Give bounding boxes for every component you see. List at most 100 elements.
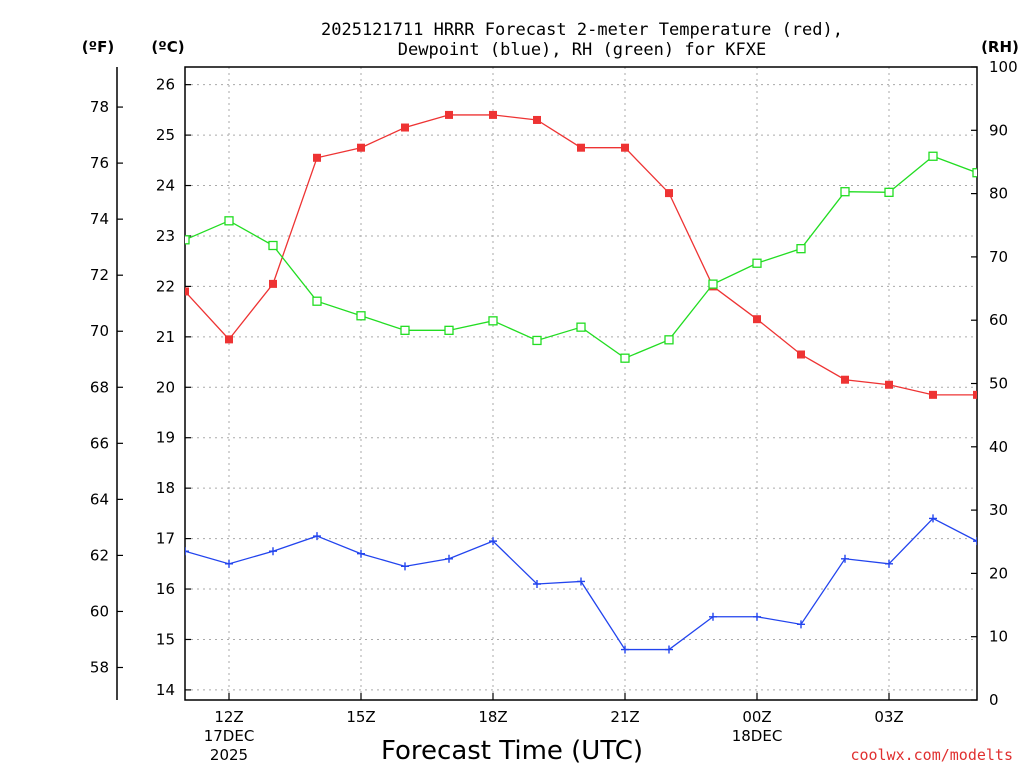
- x-tick-label: 00Z: [742, 708, 771, 726]
- rh-point: [928, 151, 938, 161]
- celsius-tick-label: 19: [156, 429, 175, 447]
- temperature-point: [269, 279, 277, 288]
- series-rh: [185, 151, 977, 363]
- celsius-tick-label: 21: [156, 328, 175, 346]
- temperature-point: [357, 143, 365, 152]
- rh-point: [708, 279, 718, 289]
- rh-point: [268, 240, 278, 251]
- rh-tick-label: 50: [989, 375, 1008, 393]
- rh-tick-label: 90: [989, 121, 1008, 139]
- temperature-point: [225, 335, 233, 344]
- rh-tick-label: 80: [989, 185, 1008, 203]
- series-temperature: [185, 110, 977, 399]
- temperature-point: [489, 110, 497, 119]
- rh-point: [884, 187, 894, 197]
- fahrenheit-tick-label: 74: [90, 210, 109, 228]
- dewpoint-point: [753, 612, 761, 621]
- temperature-point: [753, 315, 761, 324]
- dewpoint-point: [665, 645, 673, 654]
- fahrenheit-tick-label: 62: [90, 546, 109, 564]
- dewpoint-point: [885, 559, 893, 568]
- rh-tick-label: 60: [989, 311, 1008, 329]
- rh-point: [312, 296, 322, 306]
- axis-ticks: 58 60 62 64 66 68 70 72 74 76 78 14 15 16 17 18 19 20 21 22…: [90, 58, 1018, 764]
- dewpoint-point: [709, 612, 717, 621]
- temperature-point: [185, 287, 189, 296]
- dewpoint-point: [489, 537, 497, 546]
- temperature-point: [665, 189, 673, 198]
- x-tick-label: 15Z: [346, 708, 375, 726]
- temperature-point: [797, 350, 805, 359]
- watermark-text: coolwx.com/modelts: [850, 746, 1013, 764]
- temperature-point: [973, 390, 977, 399]
- rh-tick-label: 100: [989, 58, 1018, 76]
- fahrenheit-unit-label: (ºF): [82, 38, 114, 56]
- data-series: [185, 110, 977, 654]
- dewpoint-point: [797, 620, 805, 629]
- celsius-tick-label: 23: [156, 227, 175, 245]
- chart-title-line2: Dewpoint (blue), RH (green) for KFXE: [398, 40, 766, 60]
- rh-point: [444, 325, 454, 335]
- fahrenheit-tick-label: 68: [90, 378, 109, 396]
- dewpoint-point: [577, 577, 585, 586]
- rh-point: [664, 335, 674, 345]
- temperature-line: [185, 114, 977, 396]
- dewpoint-point: [533, 579, 541, 588]
- grid-lines: [185, 67, 977, 700]
- x-tick-label: 12Z: [214, 708, 243, 726]
- dewpoint-point: [401, 562, 409, 571]
- fahrenheit-tick-label: 60: [90, 602, 109, 620]
- celsius-unit-label: (ºC): [151, 38, 184, 56]
- rh-point: [620, 353, 630, 363]
- rh-point: [532, 335, 542, 346]
- fahrenheit-tick-label: 72: [90, 266, 109, 284]
- fahrenheit-tick-label: 66: [90, 434, 109, 452]
- rh-point: [576, 322, 586, 332]
- dewpoint-point: [357, 549, 365, 558]
- x-axis-label: Forecast Time (UTC): [381, 736, 643, 766]
- rh-point: [224, 216, 234, 226]
- dewpoint-point: [185, 547, 189, 556]
- plot-frame: [184, 66, 978, 701]
- fahrenheit-tick-label: 76: [90, 154, 109, 172]
- x-tick-label: 21Z: [610, 708, 639, 726]
- temperature-point: [621, 143, 629, 152]
- dewpoint-point: [621, 645, 629, 654]
- x-tick-date-label: 17DEC: [204, 727, 255, 745]
- dewpoint-point: [973, 537, 977, 546]
- temperature-point: [445, 110, 453, 119]
- celsius-tick-label: 26: [156, 76, 175, 94]
- x-tick-label: 03Z: [874, 708, 903, 726]
- rh-unit-label: (RH): [981, 38, 1019, 56]
- rh-point: [488, 316, 498, 326]
- dewpoint-point: [269, 547, 277, 556]
- dewpoint-point: [929, 514, 937, 523]
- fahrenheit-tick-label: 70: [90, 322, 109, 340]
- temperature-point: [533, 115, 541, 124]
- fahrenheit-tick-label: 58: [90, 658, 109, 676]
- dewpoint-point: [313, 532, 321, 541]
- rh-point: [972, 168, 977, 178]
- x-tick-label: 18Z: [478, 708, 507, 726]
- temperature-point: [885, 380, 893, 389]
- celsius-tick-label: 15: [156, 630, 175, 648]
- rh-tick-label: 10: [989, 628, 1008, 646]
- dewpoint-point: [841, 554, 849, 563]
- temperature-point: [313, 153, 321, 162]
- rh-point: [840, 187, 850, 197]
- celsius-tick-label: 16: [156, 580, 175, 598]
- celsius-tick-label: 17: [156, 530, 175, 548]
- series-dewpoint: [185, 514, 977, 654]
- rh-tick-label: 30: [989, 501, 1008, 519]
- celsius-tick-label: 14: [156, 681, 175, 699]
- chart-title-line1: 2025121711 HRRR Forecast 2-meter Tempera…: [321, 20, 843, 40]
- celsius-tick-label: 20: [156, 378, 175, 396]
- temperature-point: [577, 143, 585, 152]
- fahrenheit-tick-label: 78: [90, 98, 109, 116]
- rh-point: [400, 325, 410, 335]
- rh-point: [356, 311, 366, 321]
- temperature-point: [401, 123, 409, 132]
- dewpoint-point: [445, 554, 453, 563]
- fahrenheit-tick-label: 64: [90, 490, 109, 508]
